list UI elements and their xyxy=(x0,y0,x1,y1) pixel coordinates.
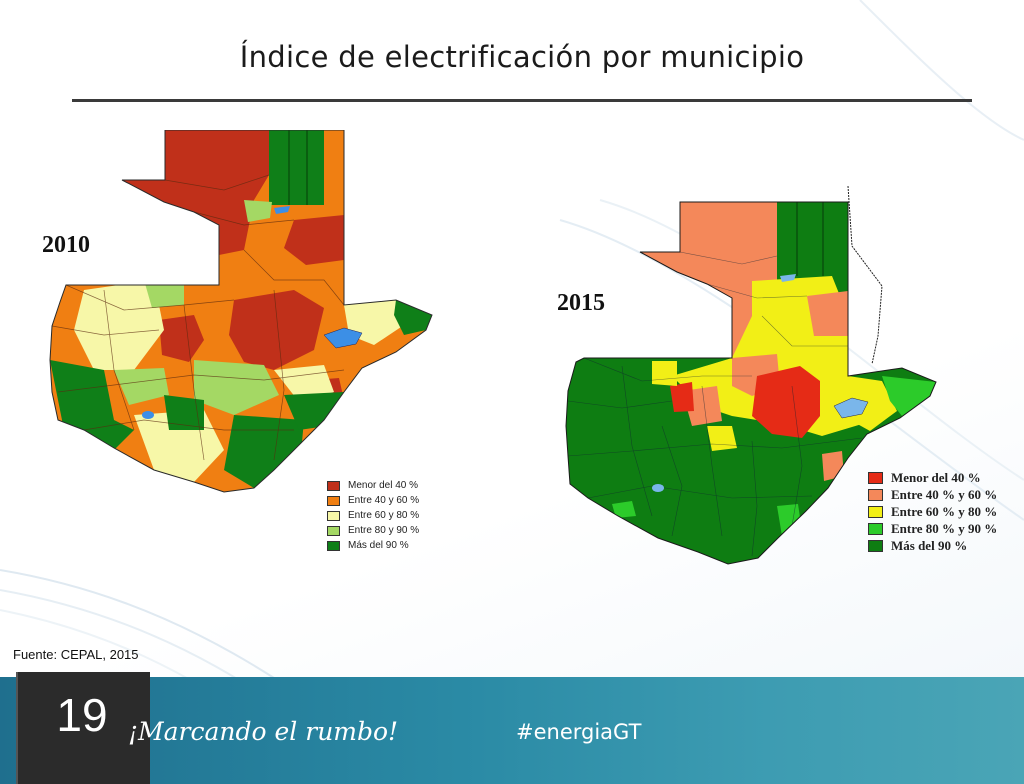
slide-title: Índice de electrificación por municipio xyxy=(239,40,805,74)
legend-swatch xyxy=(868,539,883,552)
map-2010 xyxy=(44,130,444,500)
legend-swatch xyxy=(327,495,340,506)
legend-label: Más del 90 % xyxy=(348,540,409,551)
legend-swatch xyxy=(327,540,340,551)
legend-item: Más del 90 % xyxy=(327,538,419,553)
legend-swatch xyxy=(868,505,883,518)
legend-item: Entre 40 % y 60 % xyxy=(868,486,997,503)
legend-2010: Menor del 40 % Entre 40 y 60 % Entre 60 … xyxy=(327,478,419,553)
year-label-2010: 2010 xyxy=(42,232,90,258)
legend-label: Entre 60 y 80 % xyxy=(348,510,420,521)
legend-swatch xyxy=(327,480,340,491)
map-2015 xyxy=(552,186,942,572)
legend-label: Entre 80 % y 90 % xyxy=(891,520,998,536)
legend-item: Menor del 40 % xyxy=(327,478,419,493)
title-underline xyxy=(72,99,972,102)
source-citation: Fuente: CEPAL, 2015 xyxy=(13,647,139,662)
legend-label: Entre 80 y 90 % xyxy=(348,525,420,536)
legend-item: Entre 40 y 60 % xyxy=(327,493,419,508)
page-number-box xyxy=(16,672,150,784)
slogan-text: ¡Marcando el rumbo! xyxy=(128,717,399,746)
legend-item: Más del 90 % xyxy=(868,537,997,554)
legend-label: Más del 90 % xyxy=(891,537,968,553)
legend-swatch xyxy=(868,471,883,484)
legend-item: Entre 80 y 90 % xyxy=(327,523,419,538)
legend-label: Menor del 40 % xyxy=(348,480,419,491)
hashtag-text: #energiaGT xyxy=(516,720,642,744)
legend-item: Entre 60 y 80 % xyxy=(327,508,419,523)
legend-swatch xyxy=(327,525,340,536)
legend-label: Menor del 40 % xyxy=(891,469,981,485)
legend-label: Entre 40 % y 60 % xyxy=(891,486,998,502)
legend-swatch xyxy=(327,510,340,521)
legend-swatch xyxy=(868,488,883,501)
legend-label: Entre 60 % y 80 % xyxy=(891,503,998,519)
year-label-2015: 2015 xyxy=(557,290,605,316)
legend-label: Entre 40 y 60 % xyxy=(348,495,420,506)
legend-swatch xyxy=(868,522,883,535)
legend-item: Entre 80 % y 90 % xyxy=(868,520,997,537)
footer-bar xyxy=(0,677,1024,784)
legend-item: Menor del 40 % xyxy=(868,469,997,486)
page-number: 19 xyxy=(56,689,108,741)
legend-2015: Menor del 40 % Entre 40 % y 60 % Entre 6… xyxy=(868,469,997,554)
legend-item: Entre 60 % y 80 % xyxy=(868,503,997,520)
